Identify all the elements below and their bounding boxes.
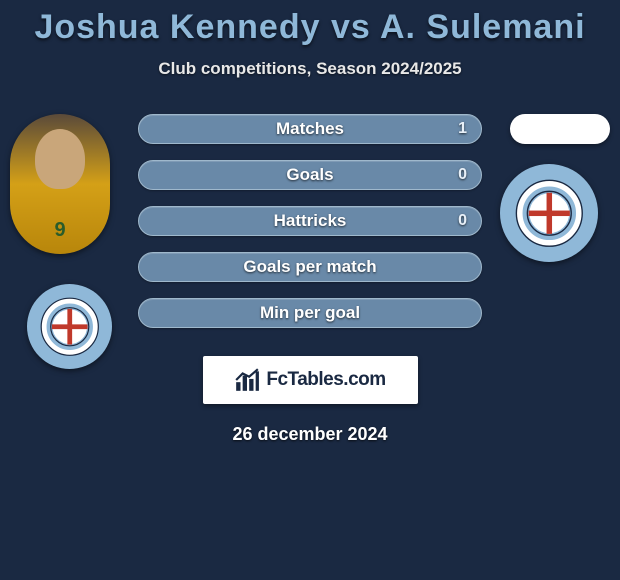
brand-badge: FcTables.com bbox=[203, 356, 418, 404]
club-crest-icon bbox=[515, 179, 584, 248]
bar-chart-icon bbox=[234, 367, 260, 393]
stat-label: Hattricks bbox=[139, 211, 481, 231]
player-left-photo bbox=[10, 114, 110, 254]
date-text: 26 december 2024 bbox=[0, 424, 620, 445]
club-crest-icon bbox=[40, 297, 100, 357]
stat-label: Goals per match bbox=[139, 257, 481, 277]
stat-label: Min per goal bbox=[139, 303, 481, 323]
stat-bars: Matches 1 Goals 0 Hattricks 0 Goals per … bbox=[138, 114, 482, 328]
subtitle: Club competitions, Season 2024/2025 bbox=[0, 59, 620, 79]
player-right-photo bbox=[510, 114, 610, 144]
stat-row-goals-per-match: Goals per match bbox=[138, 252, 482, 282]
page-title: Joshua Kennedy vs A. Sulemani bbox=[0, 0, 620, 47]
stat-value-right: 0 bbox=[458, 212, 467, 230]
comparison-content: Matches 1 Goals 0 Hattricks 0 Goals per … bbox=[0, 114, 620, 445]
stat-label: Goals bbox=[139, 165, 481, 185]
club-badge-left bbox=[27, 284, 112, 369]
club-badge-right bbox=[500, 164, 598, 262]
stat-row-matches: Matches 1 bbox=[138, 114, 482, 144]
brand-text: FcTables.com bbox=[266, 369, 385, 391]
stat-value-right: 0 bbox=[458, 166, 467, 184]
stat-row-min-per-goal: Min per goal bbox=[138, 298, 482, 328]
stat-label: Matches bbox=[139, 119, 481, 139]
stat-value-right: 1 bbox=[458, 120, 467, 138]
stat-row-goals: Goals 0 bbox=[138, 160, 482, 190]
stat-row-hattricks: Hattricks 0 bbox=[138, 206, 482, 236]
